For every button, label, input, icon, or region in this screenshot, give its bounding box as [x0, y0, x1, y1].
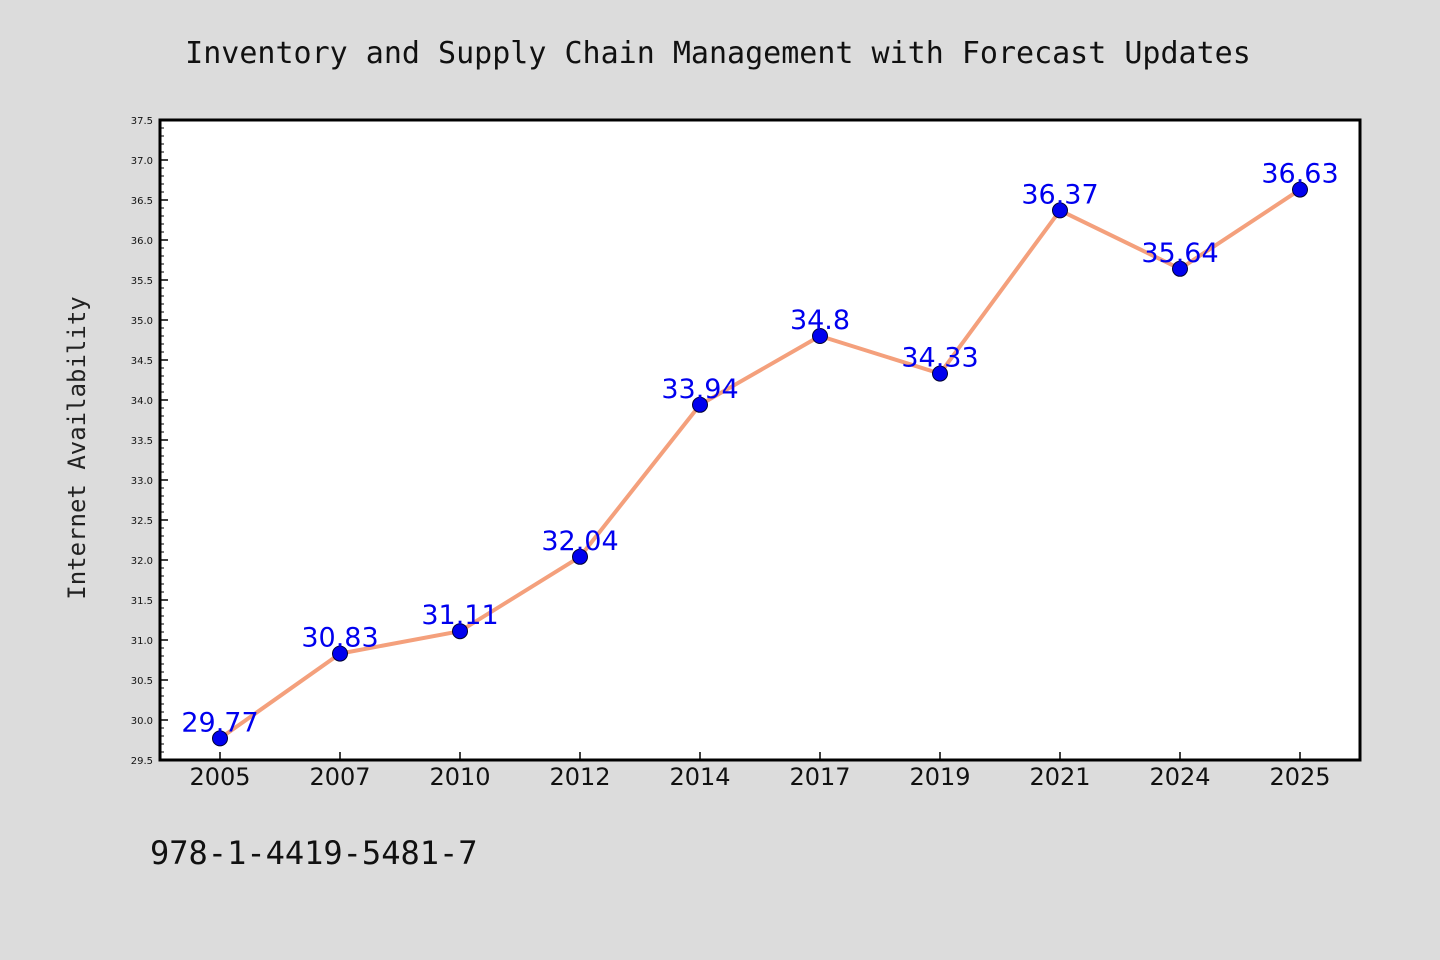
y-tick-label: 33.5: [131, 436, 153, 447]
x-tick-label: 2014: [669, 763, 730, 791]
y-tick-label: 35.5: [131, 276, 153, 287]
data-label: 36.37: [1021, 179, 1098, 210]
y-tick-label: 36.0: [131, 236, 153, 247]
series-line: [218, 187, 1302, 741]
data-label: 35.64: [1141, 238, 1218, 269]
data-label: 34.33: [901, 343, 978, 374]
data-point: [1052, 202, 1068, 219]
x-tick-label: 2025: [1269, 763, 1330, 791]
data-label: 30.83: [301, 623, 378, 654]
data-point: [212, 730, 228, 747]
y-tick-label: 32.0: [131, 556, 153, 567]
y-tick-label: 29.5: [131, 756, 153, 767]
data-label: 29.77: [181, 707, 258, 738]
x-tick-label: 2005: [189, 763, 250, 791]
y-axis-label: Internet Availability: [63, 296, 91, 599]
x-tick-label: 2007: [309, 763, 370, 791]
chart-title: Inventory and Supply Chain Management wi…: [185, 36, 1251, 71]
x-tick-label: 2019: [909, 763, 970, 791]
data-label: 33.94: [661, 374, 738, 405]
data-label: 31.11: [421, 600, 498, 631]
data-point: [332, 645, 348, 662]
x-tick-label: 2024: [1149, 763, 1210, 791]
x-tick-label: 2012: [549, 763, 610, 791]
x-tick-label: 2021: [1029, 763, 1090, 791]
x-tick-label: 2010: [429, 763, 490, 791]
y-tick-label: 30.5: [131, 676, 153, 687]
y-tick-label: 34.5: [131, 356, 153, 367]
data-point: [452, 623, 468, 640]
y-tick-label: 33.0: [131, 476, 153, 487]
data-label: 32.04: [541, 526, 618, 557]
y-tick-label: 37.5: [131, 116, 153, 127]
series-line-group: [218, 187, 1302, 741]
x-tick-label: 2017: [789, 763, 850, 791]
data-point: [932, 365, 948, 382]
isbn-text: 978-1-4419-5481-7: [150, 834, 478, 872]
data-point: [572, 548, 588, 565]
data-point: [1292, 181, 1308, 198]
data-markers: [212, 181, 1308, 747]
plot-area: [158, 118, 1362, 762]
y-tick-label: 34.0: [131, 396, 153, 407]
y-tick-label: 31.0: [131, 636, 153, 647]
data-label: 34.8: [790, 305, 850, 336]
y-tick-label: 30.0: [131, 716, 153, 727]
data-label: 36.63: [1261, 159, 1338, 190]
y-axis-ticks: 29.5 30.0 30.5 31.0 31.5 32.0 32.5 33.0 33.5 34.0…: [131, 116, 168, 767]
y-tick-label: 32.5: [131, 516, 153, 527]
data-point: [692, 396, 708, 413]
y-tick-label: 35.0: [131, 316, 153, 327]
data-labels: 29.77 30.83 31.11 32.04 33.94 34.8 34.33 36.37 3…: [181, 159, 1338, 739]
data-point: [1172, 260, 1188, 277]
y-tick-label: 36.5: [131, 196, 153, 207]
x-axis-ticks: 2005 2007 2010 2012 2014 2017 2019 2021 2024 2025: [189, 752, 1331, 791]
y-tick-label: 37.0: [131, 156, 153, 167]
y-tick-label: 31.5: [131, 596, 153, 607]
data-point: [812, 328, 828, 344]
